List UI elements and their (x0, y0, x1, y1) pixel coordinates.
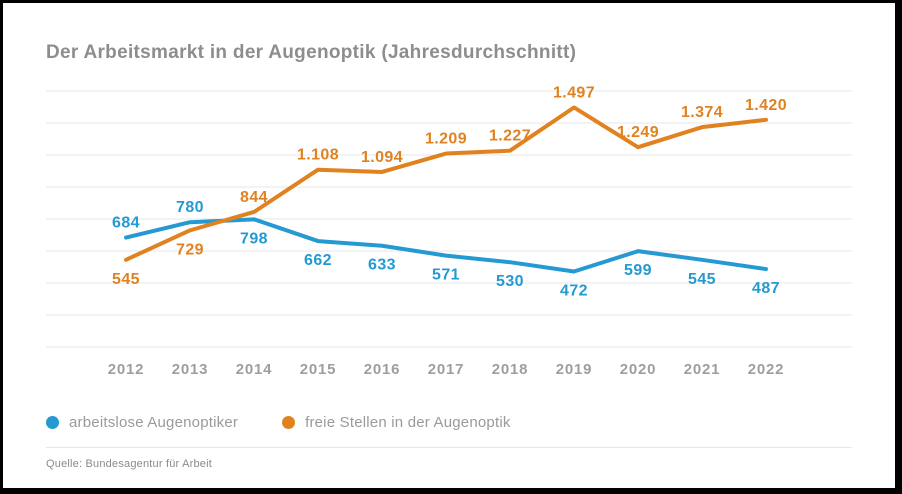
series-line-blue (124, 217, 768, 274)
x-axis-label-2013: 2013 (172, 361, 209, 378)
data-label-blue-2022: 487 (752, 280, 780, 297)
line-chart-svg: 684 780 798 662 633 571 530 472 599 545 487 545 729 8… (46, 84, 852, 378)
data-label-orange-2022: 1.420 (745, 97, 787, 114)
legend-label-arbeitslose-augenoptiker: arbeitslose Augenoptiker (69, 414, 239, 431)
data-label-orange-2020: 1.249 (617, 124, 659, 141)
data-label-orange-2013: 729 (176, 241, 204, 258)
data-label-blue-2019: 472 (560, 282, 588, 299)
series-line-orange (124, 105, 768, 262)
x-axis-label-2018: 2018 (492, 361, 529, 378)
data-label-blue-2021: 545 (688, 271, 716, 288)
x-axis-label-2015: 2015 (300, 361, 337, 378)
data-label-orange-2012: 545 (112, 271, 140, 288)
data-label-orange-2014: 844 (240, 189, 268, 206)
data-label-orange-2017: 1.209 (425, 131, 467, 148)
source-divider (46, 447, 852, 448)
source-text: Quelle: Bundesagentur für Arbeit (46, 458, 213, 470)
x-axis-label-2014: 2014 (236, 361, 273, 378)
x-axis-label-2022: 2022 (748, 361, 785, 378)
chart-panel: Der Arbeitsmarkt in der Augenoptik (Jahr… (3, 3, 895, 488)
chart-title: Der Arbeitsmarkt in der Augenoptik (Jahr… (46, 42, 577, 63)
data-label-orange-2015: 1.108 (297, 147, 339, 164)
data-label-blue-2014: 798 (240, 230, 268, 247)
legend-dot-orange-icon (282, 416, 296, 429)
data-label-orange-2016: 1.094 (361, 149, 403, 166)
x-axis-label-2016: 2016 (364, 361, 401, 378)
data-label-blue-2018: 530 (496, 273, 524, 290)
data-label-blue-2012: 684 (112, 215, 140, 232)
data-label-orange-2018: 1.227 (489, 128, 531, 145)
data-label-blue-2016: 633 (368, 257, 396, 274)
x-axis-label-2017: 2017 (428, 361, 465, 378)
data-label-blue-2015: 662 (304, 252, 332, 269)
legend-item-arbeitslose-augenoptiker: arbeitslose Augenoptiker (46, 414, 238, 431)
x-axis-label-2020: 2020 (620, 361, 657, 378)
x-axis-label-2019: 2019 (556, 361, 593, 378)
data-label-orange-2019: 1.497 (553, 84, 595, 101)
data-label-blue-2017: 571 (432, 267, 460, 284)
data-label-orange-2021: 1.374 (681, 104, 723, 121)
x-axis-label-2021: 2021 (684, 361, 721, 378)
data-label-blue-2013: 780 (176, 199, 204, 216)
data-label-blue-2020: 599 (624, 262, 652, 279)
legend-dot-blue-icon (46, 416, 59, 429)
legend-label-freie-stellen: freie Stellen in der Augenoptik (305, 414, 511, 431)
x-axis-label-2012: 2012 (108, 361, 145, 378)
chart-legend: arbeitslose Augenoptiker freie Stellen i… (46, 414, 511, 431)
legend-item-freie-stellen: freie Stellen in der Augenoptik (282, 414, 511, 431)
